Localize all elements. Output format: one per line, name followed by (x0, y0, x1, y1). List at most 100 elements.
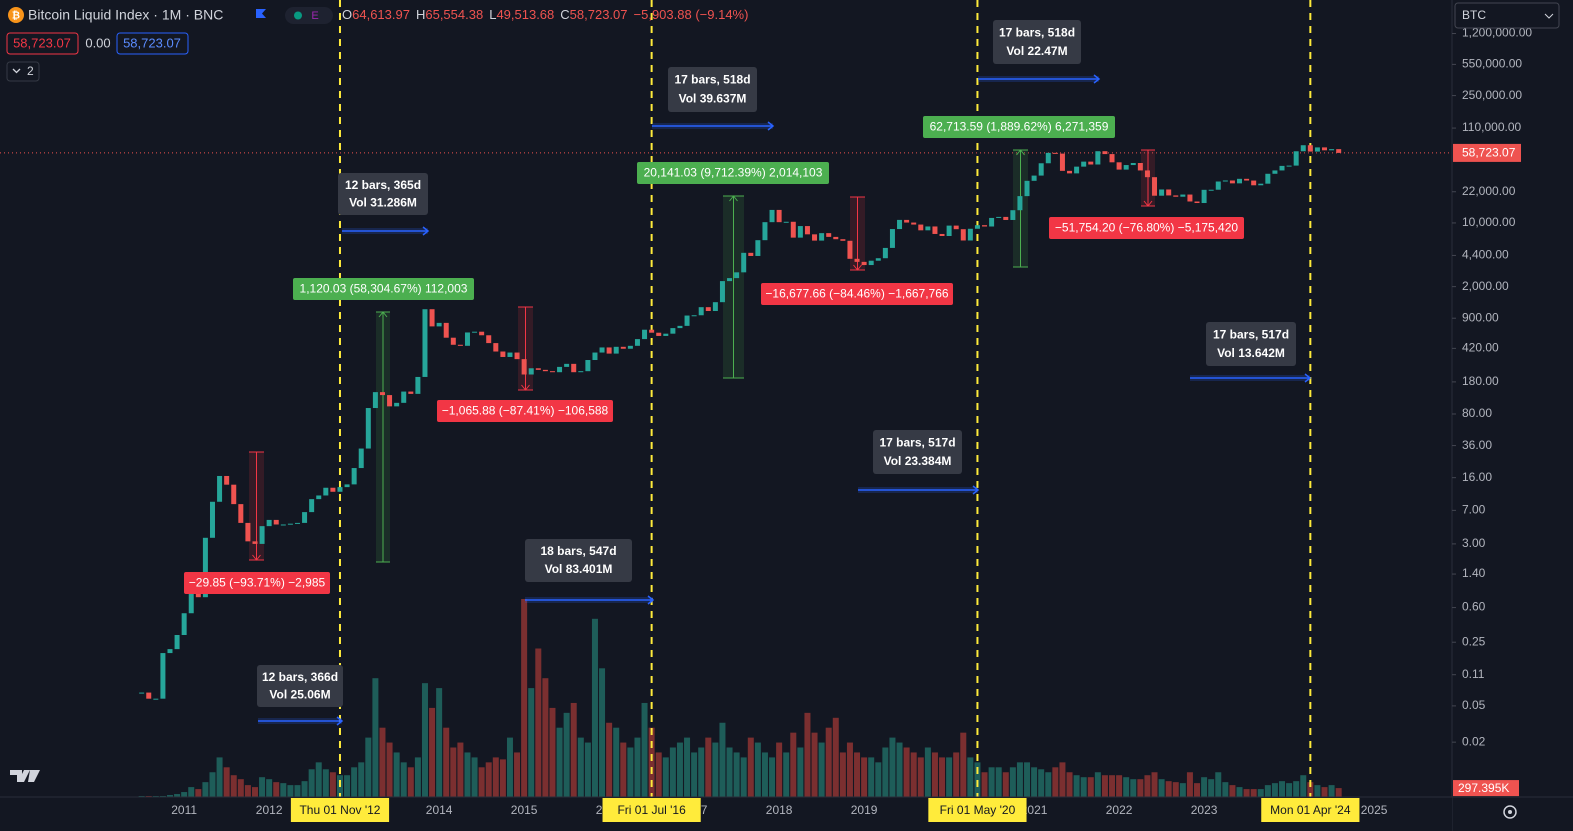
price-range-arrow (252, 554, 261, 561)
volume-bar (797, 747, 804, 797)
date-range-volume: Vol 31.286M (349, 195, 417, 209)
ohlc-value: 58,723.07 (570, 7, 628, 22)
symbol-icon (8, 7, 24, 23)
volume-bar (1243, 789, 1250, 797)
badge-text: E (311, 10, 318, 22)
volume-bar (1264, 785, 1271, 797)
candle (344, 484, 350, 488)
volume-bar (577, 737, 584, 797)
time-axis (0, 797, 1452, 831)
candle (1180, 194, 1186, 197)
date-range-volume: Vol 23.384M (884, 454, 952, 468)
volume-bar (294, 785, 301, 797)
candle (1222, 180, 1228, 182)
price-range-label: 20,141.03 (9,712.39%) 2,014,103 (644, 166, 823, 180)
candle (826, 233, 832, 237)
volume-bar (1222, 782, 1229, 797)
candle (705, 307, 711, 312)
ohlc: O64,613.97 H65,554.38 L49,513.68 C58,723.07… (342, 7, 748, 22)
candle (231, 484, 237, 505)
volume-bar (1073, 775, 1080, 797)
y-tick-label: 900.00 (1462, 310, 1499, 324)
candle (146, 692, 152, 699)
volume-bar (691, 752, 698, 797)
volume-bar (407, 767, 414, 797)
candle (861, 261, 867, 266)
candle (1194, 201, 1200, 204)
candle (578, 371, 584, 373)
volume-bar (230, 775, 237, 797)
volume-bar (344, 775, 351, 797)
symbol-input[interactable] (1454, 2, 1560, 29)
y-tick-label: 0.05 (1462, 698, 1486, 712)
volume-bar (1144, 775, 1151, 797)
volume-bar (832, 717, 839, 797)
indicator-count: 2 (27, 64, 34, 78)
volume-bar (946, 757, 953, 797)
candle (1137, 162, 1143, 171)
date-range-box (993, 20, 1081, 64)
date-range-arrow (972, 485, 980, 495)
volume-bar (811, 732, 818, 797)
y-tick-label: 0.02 (1462, 734, 1486, 748)
volume-bar (1165, 781, 1172, 797)
volume-bar (591, 618, 598, 797)
candle (1237, 178, 1243, 184)
symbol-input-text: BTC (1462, 8, 1486, 22)
candle (868, 260, 874, 266)
candle (549, 371, 555, 373)
candle (1244, 178, 1250, 181)
y-tick-label: 1,200,000.00 (1462, 26, 1532, 40)
flag-icon[interactable] (256, 9, 266, 18)
candle (266, 519, 272, 527)
date-range-bars: 17 bars, 518d (999, 25, 1075, 39)
ohlc-key: H (416, 7, 425, 22)
volume-bar (747, 737, 754, 797)
logo[interactable] (10, 770, 40, 782)
candle (507, 352, 513, 357)
y-tick-label: 3.00 (1462, 536, 1486, 550)
candle (528, 368, 534, 375)
candle (245, 522, 251, 542)
date-range-box (873, 430, 962, 474)
volume-bar (804, 712, 811, 797)
y-tick-label: 10,000.00 (1462, 215, 1516, 229)
candle (1159, 189, 1165, 196)
candle (486, 335, 492, 344)
badge[interactable] (285, 7, 333, 24)
volume-bar (1031, 767, 1038, 797)
volume-bar (315, 762, 322, 797)
candle (967, 228, 973, 241)
x-tick-label: 2023 (1191, 803, 1218, 817)
candle (670, 328, 676, 334)
date-range-box (257, 665, 343, 707)
volume-bar (953, 752, 960, 797)
candle (209, 501, 215, 538)
volume-bar (676, 742, 683, 797)
candle (217, 475, 223, 502)
volume-bar (457, 742, 464, 797)
volume-bar (471, 757, 478, 797)
volume-bar (1215, 772, 1222, 797)
x-tick-label: 2021 (1021, 803, 1048, 817)
symbol-title[interactable]: Bitcoin Liquid Index · 1M · BNC (28, 7, 223, 23)
volume-bar (379, 727, 386, 797)
volume-bar (1059, 762, 1066, 797)
candle (1017, 196, 1023, 211)
price-range-label-box (923, 116, 1115, 138)
date-range-arrow (647, 595, 655, 605)
volume-bar (1236, 787, 1243, 797)
settings-icon[interactable] (1503, 805, 1517, 819)
collapse-button[interactable] (6, 61, 40, 82)
x-tick-label: 2014 (426, 803, 453, 817)
volume-bar (988, 767, 995, 797)
volume-bar (761, 752, 768, 797)
volume-bar (584, 742, 591, 797)
volume-bar (188, 787, 195, 797)
date-range-bars: 18 bars, 547d (540, 544, 616, 558)
candle (953, 225, 959, 230)
candle (1322, 147, 1328, 151)
volume-bar (854, 752, 861, 797)
candle (1229, 180, 1235, 184)
candle (153, 698, 159, 700)
